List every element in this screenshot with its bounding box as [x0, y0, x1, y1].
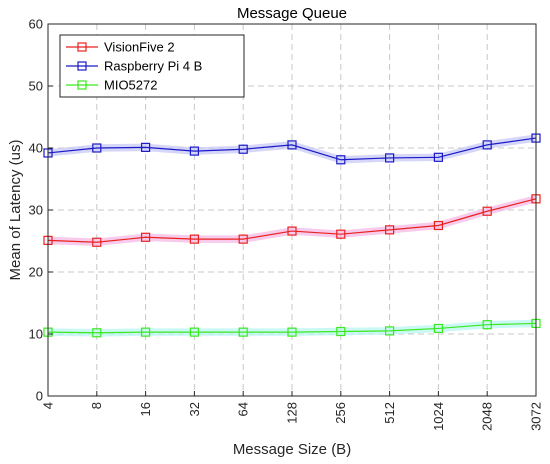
point-mio5272-16 [141, 327, 151, 337]
x-tick-label: 2048 [480, 402, 495, 431]
legend-marker-visionfive-2 [77, 42, 87, 52]
point-mio5272-64 [238, 327, 248, 337]
y-tick-label: 60 [29, 16, 43, 31]
point-mio5272-1024 [433, 323, 443, 334]
x-tick-label: 32 [187, 402, 202, 416]
point-visionfive-2-2048 [482, 206, 492, 216]
band-raspberry-pi-4-b [48, 134, 536, 164]
y-axis-ticks: 0 10 20 30 40 50 60 [29, 16, 53, 403]
legend: VisionFive 2 Raspberry Pi 4 B MIO5272 [59, 34, 245, 98]
point-raspberry-pi-4-b-128 [287, 140, 297, 150]
y-tick-label: 10 [29, 326, 43, 341]
point-mio5272-512 [385, 326, 395, 336]
y-tick-label: 50 [29, 78, 43, 93]
y-tick-label: 20 [29, 264, 43, 279]
point-raspberry-pi-4-b-1024 [433, 152, 443, 162]
point-visionfive-2-128 [287, 226, 297, 236]
x-tick-label: 3072 [528, 402, 543, 431]
x-tick-label: 64 [236, 402, 251, 416]
point-visionfive-2-16 [141, 232, 151, 242]
point-raspberry-pi-4-b-256 [336, 155, 346, 165]
series-line-mio5272 [47, 322, 537, 334]
point-raspberry-pi-4-b-32 [189, 146, 199, 156]
x-tick-label: 8 [89, 402, 104, 409]
chart-title: Message Queue [237, 5, 347, 22]
x-axis-label: Message Size (B) [233, 441, 351, 458]
x-tick-label: 512 [382, 402, 397, 424]
x-tick-label: 1024 [431, 402, 446, 431]
point-visionfive-2-32 [189, 234, 199, 244]
series-line-raspberry-pi-4-b [47, 137, 537, 161]
x-tick-label: 256 [333, 402, 348, 424]
band-visionfive-2 [48, 195, 536, 246]
x-tick-label: 4 [40, 402, 55, 409]
point-raspberry-pi-4-b-64 [238, 144, 248, 154]
legend-label-visionfive-2: VisionFive 2 [104, 40, 175, 55]
point-visionfive-2-8 [92, 237, 102, 247]
point-visionfive-2-1024 [433, 220, 443, 231]
point-mio5272-2048 [482, 320, 492, 330]
point-visionfive-2-256 [336, 229, 346, 239]
legend-label-raspberry-pi-4-b: Raspberry Pi 4 B [104, 59, 202, 74]
point-raspberry-pi-4-b-8 [92, 143, 102, 153]
point-mio5272-32 [189, 327, 199, 337]
point-raspberry-pi-4-b-512 [385, 153, 395, 163]
x-tick-label: 16 [138, 402, 153, 416]
y-tick-label: 0 [36, 388, 43, 403]
point-mio5272-8 [92, 328, 102, 338]
point-mio5272-256 [336, 326, 346, 337]
series-line-visionfive-2 [47, 198, 537, 243]
legend-label-mio5272: MIO5272 [104, 78, 157, 93]
x-axis-ticks: 4 8 16 32 64 128 256 512 1024 2048 3072 [40, 391, 543, 431]
legend-marker-mio5272 [77, 80, 87, 90]
point-mio5272-128 [287, 327, 297, 337]
y-tick-label: 30 [29, 202, 43, 217]
x-tick-label: 128 [284, 402, 299, 424]
point-raspberry-pi-4-b-2048 [482, 140, 492, 150]
y-axis-label: Mean of Latency (us) [7, 140, 24, 281]
y-tick-label: 40 [29, 140, 43, 155]
point-visionfive-2-64 [238, 234, 248, 244]
point-visionfive-2-512 [385, 225, 395, 235]
legend-marker-raspberry-pi-4-b [77, 61, 87, 71]
point-raspberry-pi-4-b-16 [141, 142, 151, 152]
